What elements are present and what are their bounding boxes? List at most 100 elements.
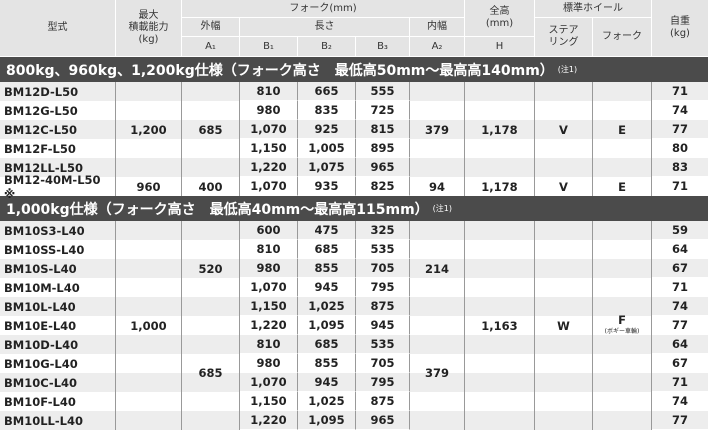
model-cell: BM10E-L40: [0, 316, 116, 335]
model-cell: BM12-40M-L50 ※: [0, 173, 116, 201]
weight-cell: 64: [652, 335, 708, 354]
merged-cell: V: [535, 177, 593, 196]
header-a1: A₁: [182, 37, 240, 57]
b1-cell: 810: [240, 82, 298, 101]
merged-cell: 1,178: [465, 177, 535, 196]
b1-cell: 1,150: [240, 297, 298, 316]
b1-cell: 1,070: [240, 373, 298, 392]
b3-cell: 725: [356, 101, 410, 120]
header-a2: A₂: [410, 37, 465, 57]
header-h: H: [465, 37, 535, 57]
weight-cell: 77: [652, 411, 708, 430]
section-title-text: 1,000kg仕様（フォーク高さ 最低高40mm～最高高115mm）: [6, 201, 429, 218]
b2-cell: 1,075: [298, 158, 356, 177]
b3-cell: 945: [356, 316, 410, 335]
header-capacity: 最大 積載能力 (kg): [116, 0, 182, 57]
b1-cell: 980: [240, 354, 298, 373]
header-b2: B₂: [298, 37, 356, 57]
row-stripe: [0, 120, 708, 139]
weight-cell: 71: [652, 82, 708, 101]
b3-cell: 535: [356, 335, 410, 354]
b2-cell: 1,025: [298, 392, 356, 411]
b2-cell: 685: [298, 335, 356, 354]
b1-cell: 1,070: [240, 177, 298, 196]
header-weight: 自重 (kg): [652, 0, 708, 57]
row-stripe: [0, 158, 708, 177]
b3-cell: 965: [356, 411, 410, 430]
merged-cell: E: [593, 177, 652, 196]
b1-cell: 1,150: [240, 392, 298, 411]
row-stripe: [0, 82, 708, 101]
section-title: 1,000kg仕様（フォーク高さ 最低高40mm～最高高115mm） (注1): [0, 196, 708, 221]
b2-cell: 1,095: [298, 411, 356, 430]
b2-cell: 665: [298, 82, 356, 101]
weight-cell: 71: [652, 373, 708, 392]
merged-cell: 1,163: [465, 221, 535, 430]
weight-cell: 77: [652, 316, 708, 335]
weight-cell: 59: [652, 221, 708, 240]
weight-cell: 74: [652, 297, 708, 316]
model-cell: BM10F-L40: [0, 392, 116, 411]
row-stripe: [0, 411, 708, 430]
merged-cell: V: [535, 82, 593, 177]
header-inner-width: 内幅: [410, 18, 465, 37]
merged-cell: 214: [410, 221, 465, 316]
b2-cell: 945: [298, 373, 356, 392]
b2-cell: 1,005: [298, 139, 356, 158]
weight-cell: 77: [652, 120, 708, 139]
weight-cell: 71: [652, 177, 708, 196]
b3-cell: 795: [356, 373, 410, 392]
weight-cell: 71: [652, 278, 708, 297]
weight-cell: 67: [652, 354, 708, 373]
b3-cell: 825: [356, 177, 410, 196]
section-title-text: 800kg、960kg、1,200kg仕様（フォーク高さ 最低高50mm～最高高…: [6, 62, 554, 79]
model-cell: BM10SS-L40: [0, 240, 116, 259]
header-length: 長さ: [240, 18, 410, 37]
b3-cell: 325: [356, 221, 410, 240]
merged-cell: 1,000: [116, 221, 182, 430]
merged-cell: 379: [410, 316, 465, 430]
merged-cell: 685: [182, 316, 240, 430]
b3-cell: 555: [356, 82, 410, 101]
b3-cell: 705: [356, 259, 410, 278]
b1-cell: 1,220: [240, 158, 298, 177]
b2-cell: 1,095: [298, 316, 356, 335]
section-note: (注1): [557, 65, 578, 74]
b2-cell: 1,025: [298, 297, 356, 316]
b2-cell: 475: [298, 221, 356, 240]
b1-cell: 810: [240, 240, 298, 259]
model-cell: BM12C-L50: [0, 120, 116, 139]
b3-cell: 815: [356, 120, 410, 139]
header-height: 全高 (mm): [465, 0, 535, 37]
model-cell: BM10LL-L40: [0, 411, 116, 430]
row-stripe: [0, 221, 708, 240]
model-cell: BM10L-L40: [0, 297, 116, 316]
b1-cell: 810: [240, 335, 298, 354]
b1-cell: 1,070: [240, 120, 298, 139]
merged-cell: 1,178: [465, 82, 535, 177]
b1-cell: 1,150: [240, 139, 298, 158]
b2-cell: 835: [298, 101, 356, 120]
header-fork: フォーク(mm): [182, 0, 465, 18]
b2-cell: 935: [298, 177, 356, 196]
model-cell: BM12D-L50: [0, 82, 116, 101]
header-wheel: 標準ホイール: [535, 0, 652, 18]
b1-cell: 980: [240, 101, 298, 120]
header-outer-width: 外幅: [182, 18, 240, 37]
b3-cell: 895: [356, 139, 410, 158]
header-fork-wheel: フォーク: [593, 18, 652, 57]
merged-cell: 379: [410, 82, 465, 177]
model-cell: BM10C-L40: [0, 373, 116, 392]
b2-cell: 855: [298, 259, 356, 278]
model-cell: BM10S3-L40: [0, 221, 116, 240]
merged-cell: W: [535, 221, 593, 430]
weight-cell: 80: [652, 139, 708, 158]
b1-cell: 1,220: [240, 316, 298, 335]
merged-cell: 960: [116, 177, 182, 196]
section-title: 800kg、960kg、1,200kg仕様（フォーク高さ 最低高50mm～最高高…: [0, 57, 708, 82]
row-stripe: [0, 373, 708, 392]
row-stripe: [0, 335, 708, 354]
merged-cell: 1,200: [116, 82, 182, 177]
b3-cell: 875: [356, 392, 410, 411]
b1-cell: 980: [240, 259, 298, 278]
